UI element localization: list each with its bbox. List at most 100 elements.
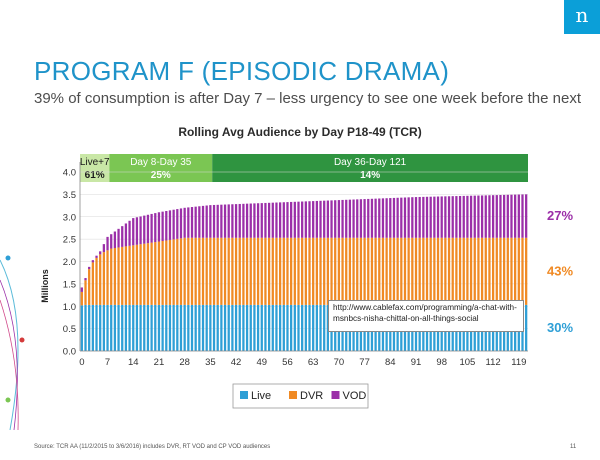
- bar-vod: [304, 201, 307, 238]
- band-value-0: 61%: [85, 170, 105, 181]
- bar-dvr: [179, 238, 183, 305]
- bar-live: [256, 304, 260, 351]
- bar-vod: [458, 195, 462, 238]
- bar-vod: [480, 195, 484, 238]
- bar-dvr: [154, 242, 157, 305]
- bar-dvr: [165, 240, 168, 305]
- bar-dvr: [267, 237, 271, 305]
- bar-dvr: [407, 237, 410, 305]
- bar-dvr: [389, 237, 392, 305]
- bar-vod: [414, 197, 418, 238]
- bar-dvr: [220, 237, 223, 305]
- bar-dvr: [198, 237, 201, 305]
- bar-vod: [315, 200, 318, 238]
- bar-vod: [223, 204, 227, 238]
- bar-live: [220, 304, 223, 351]
- bar-vod: [499, 195, 502, 238]
- bar-vod: [113, 231, 117, 248]
- bar-vod: [389, 198, 392, 238]
- bar-live: [80, 305, 83, 351]
- bar-live: [245, 304, 249, 351]
- bar-vod: [216, 204, 219, 238]
- bar-dvr: [506, 237, 509, 305]
- bar-vod: [312, 201, 315, 238]
- bar-dvr: [525, 237, 528, 305]
- bar-dvr: [194, 237, 197, 305]
- bar-dvr: [477, 237, 480, 305]
- bar-dvr: [352, 237, 355, 305]
- period-bands: Live+7 61% Day 8-Day 35 25% Day 36-Day 121 14…: [80, 154, 528, 182]
- bar-vod: [249, 203, 252, 238]
- bar-vod: [462, 195, 465, 238]
- bar-live: [275, 304, 278, 351]
- bar-vod: [374, 198, 377, 238]
- bar-vod: [95, 255, 98, 258]
- bar-live: [319, 304, 322, 351]
- bar-dvr: [458, 237, 462, 305]
- bar-dvr: [319, 237, 322, 305]
- bar-live: [113, 304, 117, 351]
- bar-dvr: [462, 237, 465, 305]
- bar-vod: [282, 202, 285, 238]
- bar-live: [242, 304, 245, 351]
- bar-vod: [187, 207, 190, 238]
- bar-dvr: [176, 238, 179, 305]
- bar-live: [143, 304, 146, 351]
- bar-vod: [286, 202, 289, 238]
- bar-dvr: [444, 237, 447, 305]
- bar-vod: [440, 196, 443, 238]
- bar-vod: [231, 204, 234, 238]
- bar-dvr: [223, 237, 227, 305]
- bar-dvr: [190, 237, 194, 305]
- bar-dvr: [212, 237, 216, 305]
- y-tick-label: 2.5: [63, 235, 76, 246]
- bar-vod: [400, 197, 403, 238]
- bar-dvr: [370, 237, 374, 305]
- bar-vod: [205, 205, 208, 238]
- bar-dvr: [157, 241, 161, 305]
- bar-vod: [245, 203, 249, 238]
- bar-live: [154, 304, 157, 351]
- bar-live: [187, 304, 190, 351]
- bar-vod: [121, 226, 124, 247]
- bar-vod: [436, 196, 440, 238]
- bar-dvr: [385, 237, 388, 305]
- bar-vod: [337, 200, 341, 238]
- bar-dvr: [447, 237, 451, 305]
- x-tick-label: 56: [282, 357, 293, 368]
- band-label-0: Live+7: [80, 157, 110, 168]
- bar-dvr: [161, 241, 164, 305]
- bar-dvr: [499, 237, 502, 305]
- bar-live: [267, 304, 271, 351]
- bar-live: [88, 304, 91, 351]
- bar-dvr: [337, 237, 341, 305]
- bar-dvr: [308, 237, 311, 305]
- bar-live: [238, 304, 241, 351]
- bar-vod: [378, 198, 381, 238]
- bar-vod: [99, 251, 102, 255]
- bar-vod: [334, 200, 337, 238]
- bar-vod: [510, 194, 513, 238]
- bar-dvr: [484, 237, 487, 305]
- bar-vod: [525, 194, 528, 238]
- bar-live: [110, 304, 113, 351]
- bar-dvr: [293, 237, 296, 305]
- bar-dvr: [146, 243, 150, 305]
- band-value-2: 14%: [360, 170, 380, 181]
- bar-dvr: [286, 237, 289, 305]
- band-1: [109, 154, 213, 182]
- bar-live: [212, 304, 216, 351]
- bar-dvr: [356, 237, 359, 305]
- bar-vod: [469, 195, 473, 238]
- legend: Live DVR VOD: [232, 383, 369, 409]
- bar-vod: [88, 266, 91, 270]
- bar-vod: [146, 214, 150, 244]
- bar-live: [194, 304, 197, 351]
- bar-dvr: [374, 237, 377, 305]
- bar-live: [290, 304, 293, 351]
- bar-live: [249, 304, 252, 351]
- bar-vod: [275, 202, 278, 238]
- bar-vod: [488, 195, 491, 238]
- bar-dvr: [95, 257, 98, 305]
- bar-live: [201, 304, 205, 351]
